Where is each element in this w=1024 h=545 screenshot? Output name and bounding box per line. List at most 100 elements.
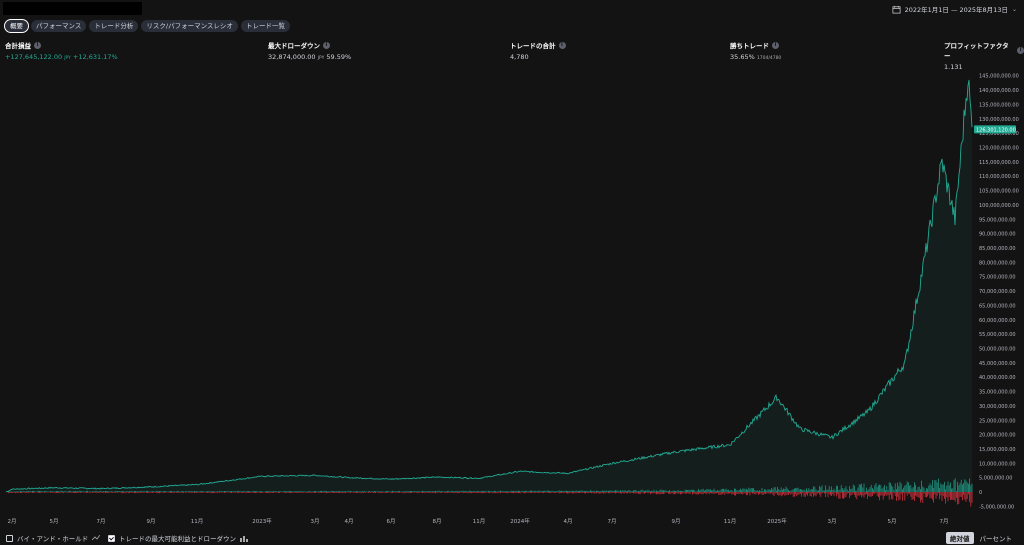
- runup-bar: [10, 491, 12, 492]
- runup-bar: [197, 491, 199, 492]
- runup-bar: [632, 491, 633, 492]
- tab-overview[interactable]: 概要: [4, 19, 29, 33]
- tab-performance[interactable]: パフォーマンス: [31, 20, 87, 32]
- info-icon[interactable]: i: [772, 41, 779, 49]
- tab-risk-ratios[interactable]: リスク/パフォーマンスレシオ: [141, 20, 238, 32]
- drawdown-bar: [548, 492, 549, 493]
- drawdown-bar: [622, 492, 624, 494]
- runup-bar: [32, 490, 33, 492]
- runup-bar: [777, 486, 778, 492]
- drawdown-bar: [256, 492, 258, 494]
- runup-bar: [81, 491, 82, 492]
- percent-mode-button[interactable]: パーセント: [979, 535, 1013, 543]
- drawdown-bar: [402, 492, 404, 494]
- runup-bar: [458, 491, 459, 492]
- runup-bar: [377, 490, 379, 493]
- drawdown-bar: [466, 492, 468, 494]
- runup-bar: [46, 491, 48, 492]
- drawdown-bar: [621, 492, 622, 494]
- runup-bar: [728, 489, 729, 492]
- runup-bar: [234, 491, 236, 492]
- info-icon[interactable]: i: [558, 41, 566, 49]
- runup-bar: [24, 491, 26, 492]
- runup-bar: [390, 491, 392, 492]
- drawdown-bar: [904, 492, 906, 501]
- runup-bar: [53, 491, 55, 492]
- drawdown-bar: [293, 492, 295, 493]
- drawdown-bar: [568, 492, 570, 494]
- runup-bar: [538, 490, 540, 492]
- tab-trade-list[interactable]: トレード一覧: [240, 20, 290, 32]
- drawdown-bar: [380, 492, 381, 493]
- runup-bar: [738, 489, 740, 492]
- runup-bar: [964, 479, 966, 492]
- runup-bar: [954, 478, 956, 492]
- tab-trade-analysis[interactable]: トレード分析: [89, 20, 139, 32]
- buy-hold-toggle[interactable]: バイ・アンド・ホールド: [6, 533, 101, 543]
- runup-bar: [332, 491, 333, 492]
- info-icon[interactable]: i: [34, 41, 41, 49]
- drawdown-bar: [886, 492, 888, 496]
- runup-bar: [800, 489, 801, 493]
- checkbox-checked-icon[interactable]: [108, 534, 115, 542]
- runup-bar: [545, 490, 547, 493]
- drawdown-bar: [107, 492, 109, 494]
- runup-bar: [552, 491, 554, 492]
- runup-bar: [131, 491, 133, 492]
- runup-bar: [647, 489, 649, 492]
- info-icon[interactable]: i: [1017, 46, 1024, 54]
- drawdown-bar: [316, 492, 318, 493]
- stat-unit: JPY: [64, 56, 71, 61]
- drawdown-bar: [610, 492, 612, 493]
- runup-bar: [627, 490, 628, 492]
- runup-bar: [364, 491, 366, 492]
- date-range-selector[interactable]: 2022年1月1日 — 2025年8月13日 ⌄: [892, 4, 1017, 14]
- drawdown-bar: [312, 492, 314, 493]
- runup-bar: [806, 488, 807, 493]
- drawdown-bar: [93, 492, 94, 493]
- runup-bar: [935, 480, 937, 493]
- drawdown-bar: [566, 492, 567, 494]
- runup-bar: [848, 491, 849, 492]
- runup-bar: [508, 491, 510, 492]
- drawdown-bar: [678, 492, 680, 494]
- drawdown-bar: [593, 492, 595, 494]
- runup-bar: [20, 490, 21, 493]
- drawdown-bar: [860, 492, 861, 495]
- drawdown-bar: [27, 492, 28, 493]
- runup-bar: [719, 490, 721, 492]
- drawdown-bar: [664, 492, 666, 494]
- runup-drawdown-toggle[interactable]: トレードの最大可能利益とドローダウン: [108, 533, 248, 543]
- drawdown-bar: [483, 492, 484, 493]
- drawdown-bar: [84, 492, 86, 493]
- runup-bar: [261, 491, 262, 492]
- runup-bar: [734, 488, 735, 492]
- runup-bar: [908, 482, 909, 492]
- equity-chart[interactable]: 145,000,000.00 140,000,000.00 135,000,000.…: [0, 70, 1024, 530]
- absolute-mode-button[interactable]: 絶対値: [946, 532, 974, 544]
- runup-bar: [210, 491, 212, 492]
- info-icon[interactable]: i: [323, 41, 330, 49]
- drawdown-bar: [510, 492, 512, 493]
- drawdown-bar: [392, 492, 393, 494]
- drawdown-bar: [959, 492, 961, 497]
- runup-bar: [250, 491, 252, 493]
- drawdown-bar: [962, 492, 963, 501]
- x-tick-label: 11月: [473, 518, 486, 525]
- drawdown-bar: [459, 492, 460, 493]
- checkbox-icon[interactable]: [6, 534, 13, 542]
- runup-bar: [468, 490, 470, 492]
- equity-chart-svg[interactable]: 145,000,000.00140,000,000.00135,000,000.…: [0, 70, 1024, 530]
- drawdown-bar: [882, 492, 884, 500]
- drawdown-bar: [190, 492, 192, 493]
- chevron-down-icon: ⌄: [1011, 5, 1017, 13]
- runup-bar: [299, 491, 301, 492]
- runup-bar: [519, 490, 520, 493]
- drawdown-bar: [837, 492, 838, 495]
- value-mode-toggle[interactable]: 絶対値 パーセント: [946, 532, 1016, 544]
- runup-bar: [248, 491, 249, 492]
- runup-bar: [718, 490, 720, 493]
- drawdown-bar: [428, 492, 429, 493]
- drawdown-bar: [543, 492, 544, 494]
- drawdown-bar: [564, 492, 566, 493]
